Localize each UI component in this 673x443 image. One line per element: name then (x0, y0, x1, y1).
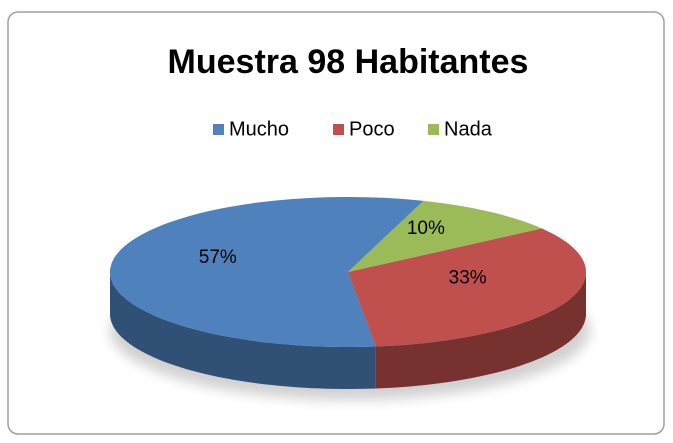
legend-label: Poco (349, 118, 395, 140)
legend-swatch (333, 124, 344, 135)
data-label: 10% (407, 218, 445, 239)
pie-slice-side (375, 272, 586, 389)
pie-slice (348, 200, 542, 272)
legend-label: Nada (444, 118, 493, 140)
data-label: 57% (199, 247, 237, 268)
legend-label: Mucho (229, 118, 289, 140)
pie-slice (348, 228, 586, 347)
pie-slice (110, 197, 424, 347)
pie-slice-side (110, 272, 376, 389)
chart-title: Muestra 98 Habitantes (168, 43, 529, 81)
legend-swatch (428, 124, 439, 135)
legend-swatch (213, 124, 224, 135)
data-label: 33% (449, 268, 487, 289)
